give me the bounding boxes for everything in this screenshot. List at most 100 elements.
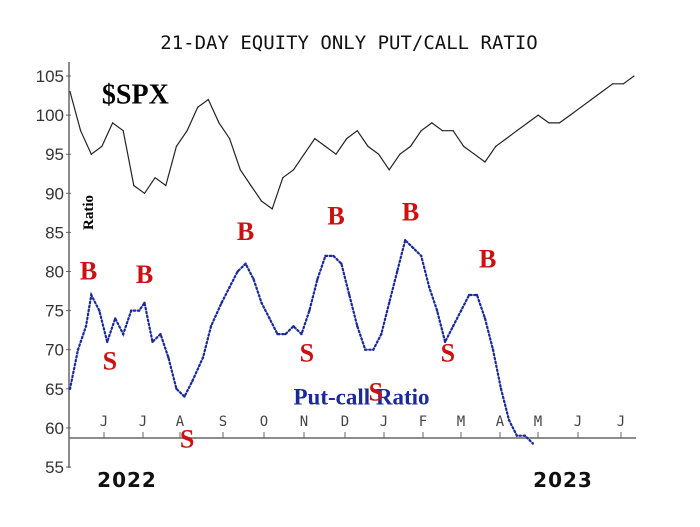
put-call-point [167, 356, 170, 359]
spx-point [590, 98, 593, 101]
put-call-point [228, 285, 231, 289]
put-call-point [252, 278, 255, 281]
year-label-2023: 2023 [533, 468, 593, 492]
spx-point [303, 153, 305, 155]
put-call-point [84, 325, 88, 328]
put-call-point [364, 348, 367, 351]
signal-label-s: S [300, 338, 314, 367]
spx-point [186, 130, 188, 132]
put-call-point [122, 332, 125, 336]
x-month-label: J [100, 414, 108, 430]
spx-point [558, 122, 561, 124]
spx-point [548, 122, 550, 124]
x-month-label: M [457, 414, 465, 430]
spx-point [441, 130, 444, 132]
put-call-point [499, 387, 503, 390]
put-call-point [220, 301, 223, 304]
signal-label-s: S [369, 378, 383, 407]
spx-point [314, 138, 316, 140]
put-call-point [475, 293, 479, 297]
put-call-point [388, 301, 391, 304]
spx-point [260, 200, 263, 202]
put-call-point [316, 278, 319, 281]
put-call-point [183, 395, 186, 398]
put-call-point [201, 356, 205, 359]
signal-label-b: B [136, 260, 153, 289]
chart-title: 21-DAY EQUITY ONLY PUT/CALL RATIO [160, 32, 538, 54]
spx-point [622, 83, 625, 85]
put-call-point [356, 325, 359, 328]
spx-point [282, 177, 284, 179]
put-call-point [130, 309, 133, 312]
spx-point [207, 98, 209, 101]
x-month-label: J [380, 414, 388, 430]
spx-point [292, 169, 295, 171]
put-call-point [68, 387, 72, 390]
put-call-point [507, 418, 511, 422]
spx-point [420, 130, 422, 132]
spx-point [516, 130, 518, 132]
y-tick-label: 75 [45, 302, 64, 321]
put-call-point [332, 254, 335, 258]
spx-point [367, 145, 369, 147]
spx-point [239, 169, 241, 171]
spx-point [505, 138, 507, 140]
x-month-label: M [534, 414, 542, 430]
put-call-point [106, 340, 109, 344]
put-call-point [268, 317, 271, 320]
put-call-point [98, 309, 101, 312]
put-call-point [451, 325, 455, 328]
spx-point [165, 184, 167, 187]
y-tick-label: 85 [45, 223, 64, 242]
spx-point [473, 153, 475, 155]
spx-point [527, 122, 529, 124]
put-call-point [428, 285, 431, 289]
spx-point [495, 145, 497, 147]
put-call-point [90, 293, 93, 297]
y-tick-label: 95 [45, 145, 64, 164]
signal-label-b: B [237, 217, 254, 246]
signal-label-s: S [103, 346, 117, 375]
y-tick-label: 100 [36, 106, 64, 125]
put-call-point [76, 348, 80, 351]
put-call-point [308, 309, 311, 312]
put-call-point [459, 309, 463, 312]
x-month-label: A [496, 414, 505, 430]
annotation-layer: $SPX Put-call Ratio B S B S B S B S B S B [80, 79, 496, 453]
signal-label-b: B [327, 202, 344, 231]
spx-point [484, 161, 486, 163]
spx-point [69, 91, 71, 93]
spx-point [133, 184, 135, 187]
x-month-label: D [341, 414, 349, 430]
put-call-point [380, 332, 383, 336]
signal-label-s: S [180, 424, 194, 453]
put-call-point [340, 262, 343, 265]
x-month-label: N [300, 414, 308, 430]
spx-point [122, 130, 124, 132]
y-tick-label: 60 [45, 419, 64, 438]
spx-point [90, 153, 92, 155]
put-call-point [396, 270, 399, 273]
put-call-point [531, 442, 535, 445]
put-call-point [515, 434, 519, 437]
spx-point [271, 208, 273, 210]
spx-point [409, 145, 412, 147]
y-tick-label: 55 [45, 458, 64, 477]
spx-point [101, 145, 103, 147]
spx-point [346, 138, 348, 140]
x-month-label: A [176, 414, 185, 430]
spx-point [537, 114, 539, 116]
put-call-point [159, 332, 162, 336]
signal-label-b: B [402, 198, 419, 227]
spx-point [154, 177, 156, 179]
put-call-point [209, 325, 213, 328]
put-call-point [467, 293, 471, 297]
put-call-point [435, 309, 439, 312]
spx-point [399, 153, 401, 155]
spx-point [601, 91, 603, 93]
spx-point [463, 145, 465, 147]
put-call-point [175, 387, 178, 390]
y-tick-label: 90 [45, 184, 64, 203]
y-tick-label: 70 [45, 341, 64, 360]
put-call-point [372, 348, 375, 351]
